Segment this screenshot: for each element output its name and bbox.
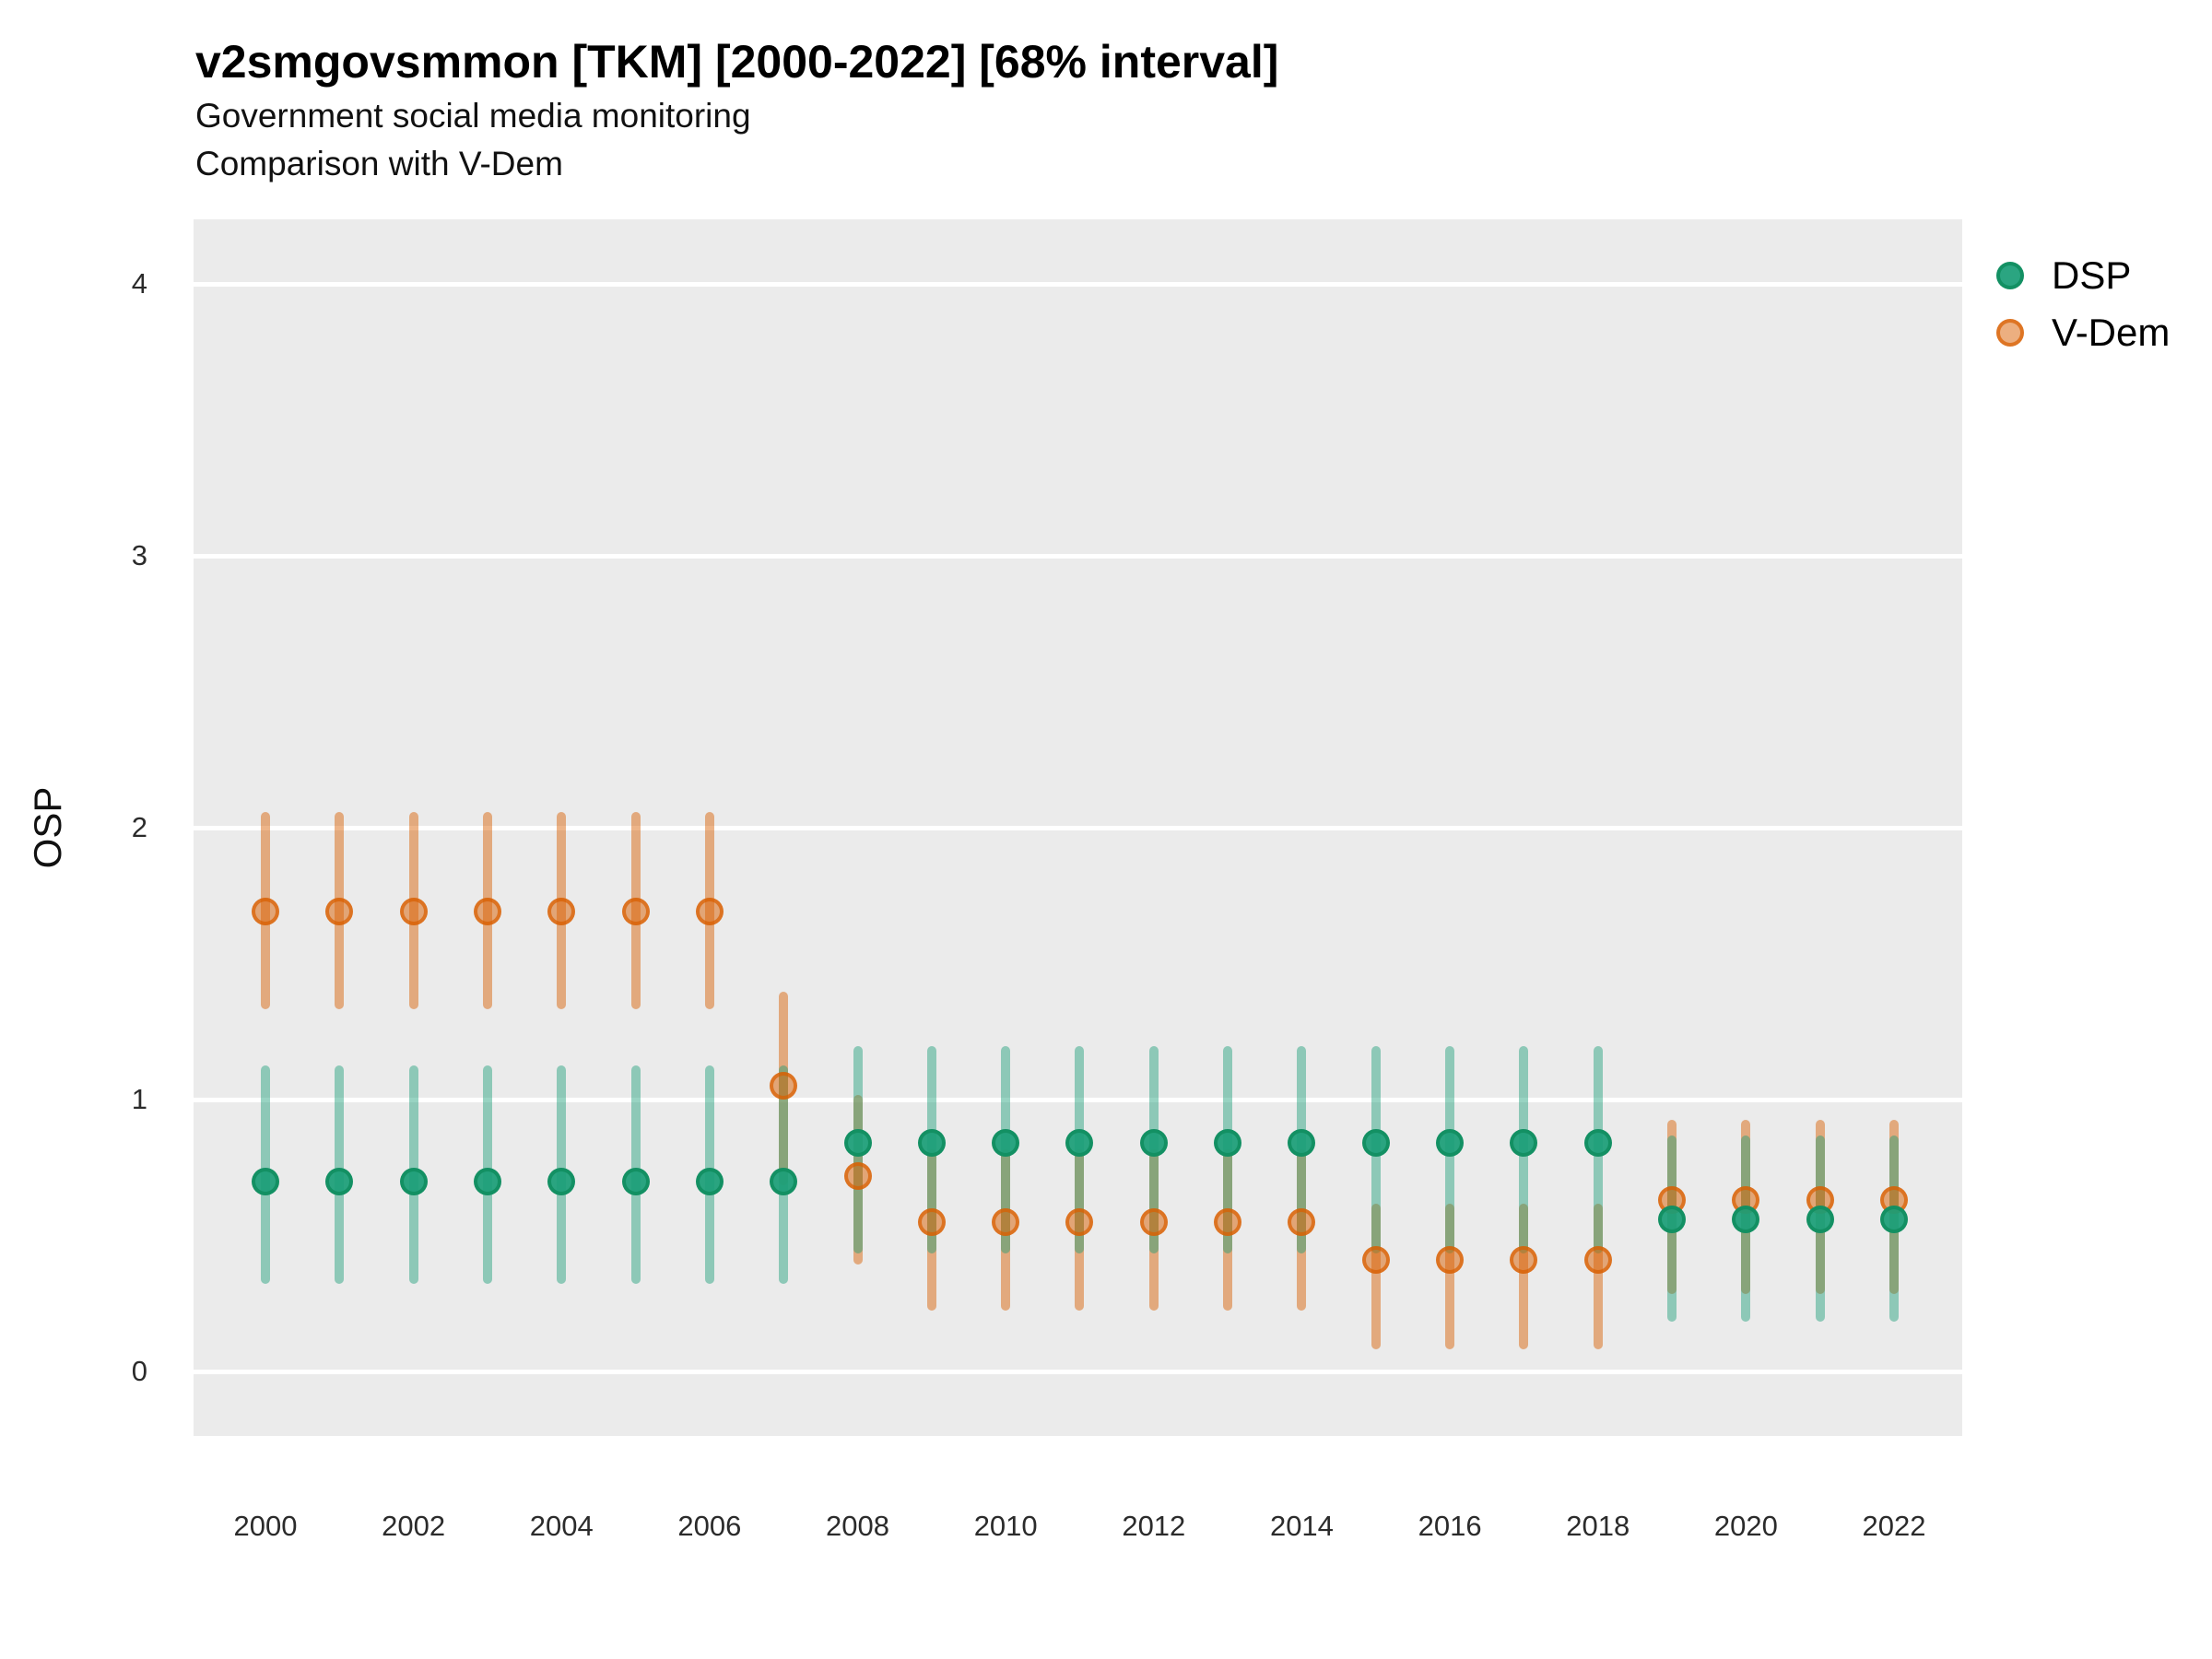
x-tick-label-2022: 2022 xyxy=(1862,1510,1926,1542)
dsp-marker-icon xyxy=(1996,262,2024,289)
dsp-point-2006 xyxy=(695,1167,724,1195)
dsp-point-2002 xyxy=(399,1167,428,1195)
legend-item-dsp: DSP xyxy=(1996,247,2170,304)
vdem-point-2005 xyxy=(621,898,650,926)
dsp-point-2018 xyxy=(1583,1129,1612,1158)
legend-item-vdem: V-Dem xyxy=(1996,304,2170,361)
dsp-point-2004 xyxy=(547,1167,576,1195)
x-tick-label-2006: 2006 xyxy=(677,1510,742,1542)
chart-subtitle-line-2: Comparison with V-Dem xyxy=(195,145,563,182)
vdem-point-2003 xyxy=(473,898,501,926)
dsp-point-2008 xyxy=(843,1129,872,1158)
gridline-y-0 xyxy=(194,1369,1962,1374)
gridline-y-2 xyxy=(194,825,1962,830)
dsp-point-2011 xyxy=(1065,1129,1094,1158)
x-tick-label-2002: 2002 xyxy=(382,1510,446,1542)
dsp-point-2022 xyxy=(1879,1205,1908,1233)
dsp-point-2013 xyxy=(1214,1129,1242,1158)
vdem-point-2013 xyxy=(1214,1207,1242,1236)
dsp-point-2003 xyxy=(473,1167,501,1195)
vdem-marker-icon xyxy=(1996,319,2024,347)
chart-subtitle: Government social media monitoring Compa… xyxy=(195,92,751,188)
x-tick-label-2018: 2018 xyxy=(1566,1510,1630,1542)
dsp-point-2019 xyxy=(1658,1205,1687,1233)
dsp-point-2021 xyxy=(1806,1205,1834,1233)
vdem-point-2004 xyxy=(547,898,576,926)
x-tick-label-2004: 2004 xyxy=(529,1510,594,1542)
gridline-y-3 xyxy=(194,553,1962,559)
vdem-point-2001 xyxy=(325,898,354,926)
chart-title: v2smgovsmmon [TKM] [2000-2022] [68% inte… xyxy=(195,36,1279,88)
x-tick-label-2010: 2010 xyxy=(973,1510,1038,1542)
vdem-point-2010 xyxy=(992,1207,1020,1236)
vdem-point-2006 xyxy=(695,898,724,926)
dsp-point-2001 xyxy=(325,1167,354,1195)
y-tick-label-2: 2 xyxy=(131,811,147,843)
legend-label-vdem: V-Dem xyxy=(2052,311,2171,354)
y-tick-label-4: 4 xyxy=(131,267,147,300)
vdem-point-2016 xyxy=(1436,1246,1465,1275)
x-tick-label-2020: 2020 xyxy=(1713,1510,1778,1542)
vdem-point-2008 xyxy=(843,1161,872,1190)
dsp-point-2009 xyxy=(917,1129,946,1158)
vdem-interval-bar-2015 xyxy=(1371,1204,1381,1349)
vdem-point-2012 xyxy=(1139,1207,1168,1236)
vdem-point-2007 xyxy=(770,1072,798,1100)
vdem-point-2015 xyxy=(1361,1246,1390,1275)
y-tick-label-3: 3 xyxy=(131,539,147,571)
vdem-point-2011 xyxy=(1065,1207,1094,1236)
dsp-point-2014 xyxy=(1288,1129,1316,1158)
vdem-point-2017 xyxy=(1510,1246,1538,1275)
legend: DSP V-Dem xyxy=(1996,247,2170,361)
vdem-interval-bar-2017 xyxy=(1519,1204,1529,1349)
y-tick-label-1: 1 xyxy=(131,1083,147,1115)
y-tick-label-0: 0 xyxy=(131,1355,147,1387)
vdem-point-2000 xyxy=(252,898,279,926)
x-tick-label-2012: 2012 xyxy=(1122,1510,1186,1542)
gridline-y-4 xyxy=(194,281,1962,287)
dsp-point-2017 xyxy=(1510,1129,1538,1158)
vdem-point-2018 xyxy=(1583,1246,1612,1275)
vdem-point-2002 xyxy=(399,898,428,926)
legend-label-dsp: DSP xyxy=(2052,253,2132,297)
vdem-interval-bar-2018 xyxy=(1593,1204,1603,1349)
dsp-point-2000 xyxy=(252,1167,279,1195)
dsp-point-2005 xyxy=(621,1167,650,1195)
dsp-point-2016 xyxy=(1436,1129,1465,1158)
x-tick-label-2016: 2016 xyxy=(1418,1510,1482,1542)
gridline-y-1 xyxy=(194,1097,1962,1102)
chart-subtitle-line-1: Government social media monitoring xyxy=(195,97,751,135)
dsp-point-2012 xyxy=(1139,1129,1168,1158)
dsp-point-2020 xyxy=(1732,1205,1760,1233)
dsp-point-2007 xyxy=(770,1167,798,1195)
dsp-point-2015 xyxy=(1361,1129,1390,1158)
vdem-interval-bar-2016 xyxy=(1445,1204,1455,1349)
x-tick-label-2000: 2000 xyxy=(233,1510,298,1542)
x-tick-label-2008: 2008 xyxy=(826,1510,890,1542)
plot-panel xyxy=(194,219,1962,1436)
vdem-point-2014 xyxy=(1288,1207,1316,1236)
x-tick-label-2014: 2014 xyxy=(1269,1510,1334,1542)
vdem-point-2009 xyxy=(917,1207,946,1236)
dsp-point-2010 xyxy=(992,1129,1020,1158)
